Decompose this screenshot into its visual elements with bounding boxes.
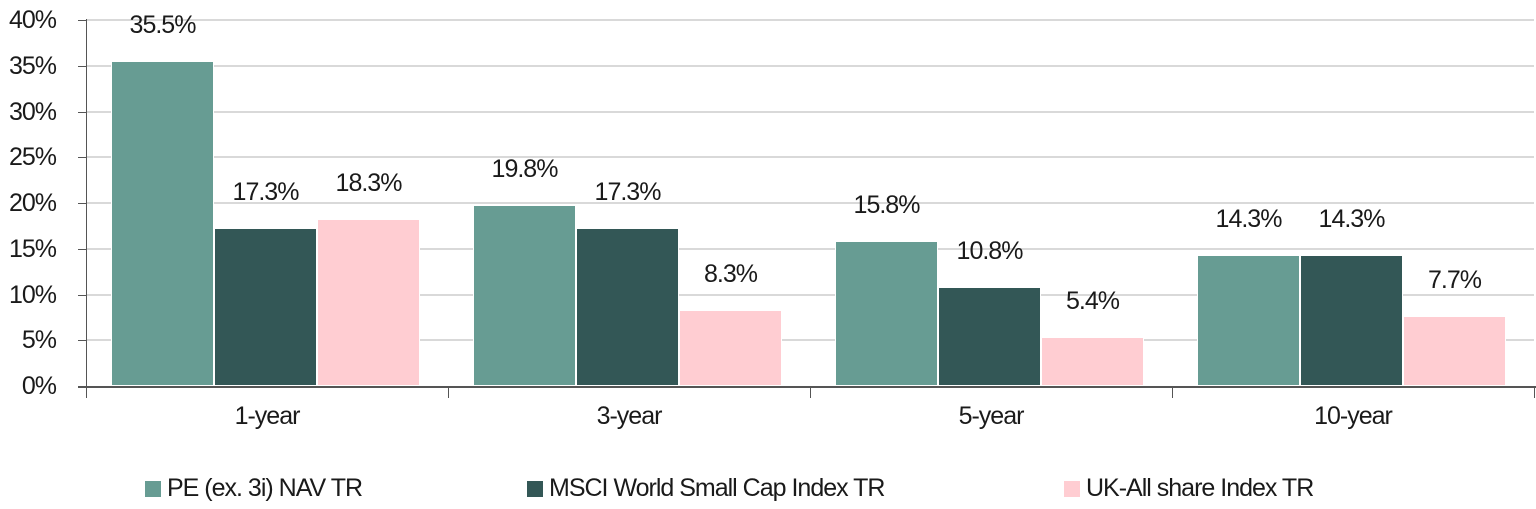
y-tick-mark: [78, 294, 86, 296]
bar-value-label: 17.3%: [232, 177, 300, 206]
gridline: [86, 110, 1534, 113]
bar-value-label: 14.3%: [1215, 205, 1283, 234]
bar-1: [111, 61, 214, 386]
legend: PE (ex. 3i) NAV TR MSCI World Small Cap I…: [0, 476, 1536, 506]
legend-item: PE (ex. 3i) NAV TR: [145, 474, 363, 502]
bar-1: [473, 204, 576, 386]
x-tick-mark: [1172, 386, 1173, 398]
y-tick-label: 40%: [8, 6, 57, 34]
category-label: 10-year: [1314, 402, 1393, 430]
y-tick-mark: [78, 20, 86, 21]
bar-value-label: 14.3%: [1318, 205, 1386, 234]
y-tick-label: 0%: [21, 372, 57, 400]
bar-value-label: 19.8%: [491, 154, 559, 183]
bar-3: [1403, 315, 1506, 386]
legend-label: UK-All share Index TR: [1086, 474, 1314, 502]
legend-item: MSCI World Small Cap Index TR: [527, 474, 885, 502]
bar-value-label: 15.8%: [853, 191, 921, 220]
y-tick-label: 10%: [8, 280, 57, 309]
x-tick-mark: [1534, 386, 1535, 398]
gridline: [86, 339, 1534, 342]
gridline: [86, 19, 1534, 21]
x-tick-mark: [86, 386, 87, 398]
bar-3: [1041, 336, 1144, 386]
y-tick-label: 15%: [8, 234, 57, 263]
gridline: [86, 293, 1534, 296]
x-axis: [78, 386, 1536, 388]
gridline: [86, 247, 1534, 250]
bar-value-label: 8.3%: [704, 260, 758, 289]
y-tick-mark: [78, 203, 86, 204]
bar-value-label: 17.3%: [594, 177, 662, 206]
legend-item: UK-All share Index TR: [1064, 474, 1314, 502]
gridline: [86, 202, 1534, 204]
bar-2: [214, 227, 317, 386]
y-tick-mark: [78, 111, 86, 113]
bar-value-label: 10.8%: [956, 237, 1024, 266]
category-label: 3-year: [596, 402, 663, 430]
bar-value-label: 35.5%: [129, 11, 197, 40]
bar-2: [1300, 255, 1403, 386]
x-tick-mark: [810, 386, 811, 398]
y-tick-mark: [78, 248, 86, 250]
y-tick-mark: [78, 65, 86, 67]
bar-2: [576, 227, 679, 386]
y-tick-label: 25%: [8, 143, 57, 172]
legend-label: MSCI World Small Cap Index TR: [549, 474, 885, 502]
y-axis: [86, 19, 87, 397]
bar-3: [317, 218, 420, 386]
x-tick-mark: [448, 386, 449, 398]
y-tick-label: 5%: [21, 326, 57, 355]
category-label: 1-year: [234, 402, 301, 430]
legend-label: PE (ex. 3i) NAV TR: [167, 474, 363, 502]
bar-value-label: 7.7%: [1428, 265, 1482, 294]
y-tick-mark: [78, 157, 86, 159]
y-tick-mark: [78, 340, 86, 342]
bar-value-label: 18.3%: [335, 168, 403, 197]
bar-1: [835, 241, 938, 386]
y-tick-label: 20%: [8, 189, 57, 217]
y-tick-label: 30%: [8, 97, 57, 126]
bar-3: [679, 310, 782, 386]
gridline: [86, 64, 1534, 67]
category-label: 5-year: [958, 402, 1025, 430]
legend-swatch-icon: [145, 480, 161, 497]
bar-2: [938, 287, 1041, 386]
legend-swatch-icon: [1064, 480, 1080, 497]
y-tick-label: 35%: [8, 51, 57, 80]
gridline: [86, 156, 1534, 159]
bar-value-label: 5.4%: [1066, 286, 1120, 315]
legend-swatch-icon: [527, 480, 543, 497]
bar-1: [1197, 255, 1300, 386]
